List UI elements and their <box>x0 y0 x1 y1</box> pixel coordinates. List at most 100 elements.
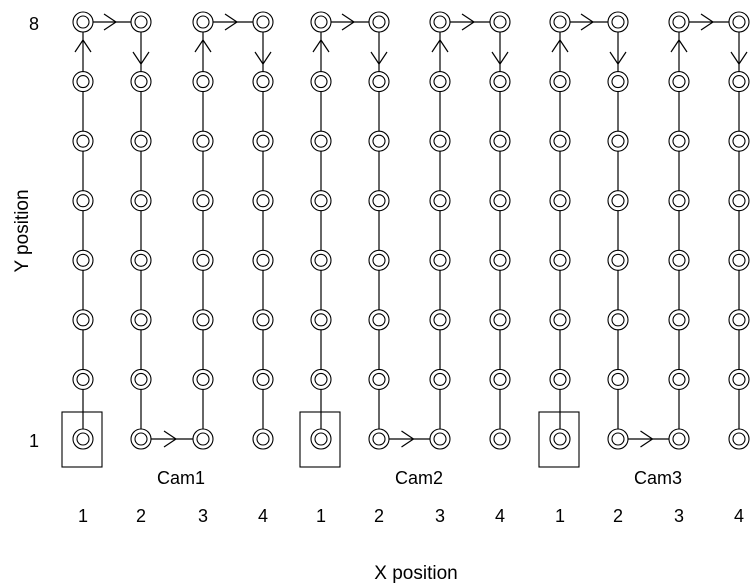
camera-label-3: Cam3 <box>634 468 682 488</box>
node-outer-c3-x4-y5 <box>728 190 750 212</box>
node-inner-c1-x4-y7 <box>256 75 270 89</box>
node-outer-c1-x4-y2 <box>252 368 274 390</box>
node-inner-c3-x4-y2 <box>732 372 746 386</box>
node-inner-c2-x1-y6 <box>314 134 328 148</box>
node-outer-c1-x2-y8 <box>130 11 152 33</box>
node-outer-c3-x4-y7 <box>728 71 750 93</box>
node-inner-c3-x2-y5 <box>611 194 625 208</box>
arrow-head-cam2-seg4 <box>401 430 415 448</box>
scan-paths <box>82 21 740 440</box>
node-inner-c1-x4-y8 <box>256 15 270 29</box>
node-inner-c3-x3-y3 <box>672 313 686 327</box>
node-outer-c2-x3-y7 <box>429 71 451 93</box>
camera-label-2: Cam2 <box>395 468 443 488</box>
node-outer-c3-x2-y7 <box>607 71 629 93</box>
arrow-head-cam1-seg2 <box>103 13 118 31</box>
node-inner-c3-x2-y7 <box>611 75 625 89</box>
node-inner-c3-x3-y7 <box>672 75 686 89</box>
node-inner-c3-x1-y5 <box>553 194 567 208</box>
camera-label-1: Cam1 <box>157 468 205 488</box>
node-outer-c3-x3-y3 <box>668 309 690 331</box>
node-outer-c2-x1-y3 <box>310 309 332 331</box>
x-tick-cam1-2: 2 <box>136 506 146 526</box>
node-outer-c2-x2-y3 <box>368 309 390 331</box>
node-inner-c2-x2-y2 <box>372 372 386 386</box>
arrow-head-cam3-seg1 <box>551 38 569 53</box>
y-tick-top: 8 <box>29 14 39 34</box>
node-outer-c2-x1-y7 <box>310 71 332 93</box>
node-outer-c3-x1-y1 <box>549 428 571 450</box>
node-inner-c2-x1-y2 <box>314 372 328 386</box>
node-inner-c1-x3-y7 <box>196 75 210 89</box>
node-inner-c2-x1-y5 <box>314 194 328 208</box>
node-outer-c1-x3-y6 <box>192 130 214 152</box>
node-inner-c1-x1-y4 <box>76 253 90 267</box>
node-inner-c3-x3-y5 <box>672 194 686 208</box>
node-inner-c1-x2-y5 <box>134 194 148 208</box>
node-inner-c3-x1-y8 <box>553 15 567 29</box>
node-outer-c3-x1-y8 <box>549 11 571 33</box>
node-outer-c1-x4-y3 <box>252 309 274 331</box>
node-outer-c3-x3-y4 <box>668 249 690 271</box>
node-inner-c2-x3-y7 <box>433 75 447 89</box>
node-inner-c2-x3-y6 <box>433 134 447 148</box>
node-inner-c1-x4-y3 <box>256 313 270 327</box>
node-outer-c2-x4-y6 <box>489 130 511 152</box>
node-outer-c3-x1-y4 <box>549 249 571 271</box>
node-inner-c3-x2-y1 <box>611 432 625 446</box>
node-outer-c1-x3-y7 <box>192 71 214 93</box>
node-inner-c1-x3-y8 <box>196 15 210 29</box>
node-inner-c1-x3-y5 <box>196 194 210 208</box>
node-outer-c2-x1-y2 <box>310 368 332 390</box>
node-outer-c3-x2-y3 <box>607 309 629 331</box>
node-inner-c2-x1-y1 <box>314 432 328 446</box>
node-inner-c3-x2-y3 <box>611 313 625 327</box>
node-inner-c1-x3-y1 <box>196 432 210 446</box>
y-tick-bottom: 1 <box>29 431 39 451</box>
node-inner-c1-x3-y3 <box>196 313 210 327</box>
node-outer-c1-x4-y5 <box>252 190 274 212</box>
node-outer-c3-x4-y3 <box>728 309 750 331</box>
arrow-head-cam1-seg4 <box>163 430 178 448</box>
x-tick-cam3-2: 2 <box>613 506 623 526</box>
node-outer-c1-x4-y8 <box>252 11 274 33</box>
node-outer-c2-x2-y2 <box>368 368 390 390</box>
arrow-head-cam2-seg2 <box>341 13 356 31</box>
node-inner-c2-x2-y4 <box>372 253 386 267</box>
node-outer-c2-x3-y1 <box>429 428 451 450</box>
node-outer-c1-x2-y4 <box>130 249 152 271</box>
x-tick-labels: 1 2 3 4 1 2 3 4 1 2 3 4 <box>78 506 744 526</box>
node-outer-c1-x3-y3 <box>192 309 214 331</box>
node-inner-c2-x1-y7 <box>314 75 328 89</box>
node-outer-c1-x3-y4 <box>192 249 214 271</box>
x-axis-title: X position <box>374 563 457 584</box>
node-outer-c2-x4-y4 <box>489 249 511 271</box>
node-outer-c2-x4-y2 <box>489 368 511 390</box>
node-outer-c2-x3-y5 <box>429 190 451 212</box>
node-inner-c2-x2-y5 <box>372 194 386 208</box>
node-outer-c2-x3-y3 <box>429 309 451 331</box>
x-tick-cam1-4: 4 <box>258 506 268 526</box>
node-inner-c1-x4-y2 <box>256 372 270 386</box>
node-inner-c2-x2-y1 <box>372 432 386 446</box>
node-inner-c3-x2-y2 <box>611 372 625 386</box>
node-outer-c3-x4-y1 <box>728 428 750 450</box>
x-tick-cam1-3: 3 <box>198 506 208 526</box>
x-tick-cam3-1: 1 <box>555 506 565 526</box>
node-outer-c3-x3-y7 <box>668 71 690 93</box>
node-outer-c2-x1-y8 <box>310 11 332 33</box>
node-outer-c1-x1-y3 <box>72 309 94 331</box>
x-tick-cam2-1: 1 <box>316 506 326 526</box>
node-inner-c1-x1-y1 <box>76 432 90 446</box>
arrow-head-cam3-seg6 <box>700 13 715 31</box>
start-box-cam1 <box>61 411 103 468</box>
node-inner-c1-x4-y1 <box>256 432 270 446</box>
node-inner-c3-x4-y1 <box>732 432 746 446</box>
node-outer-c3-x1-y6 <box>549 130 571 152</box>
node-inner-c2-x4-y8 <box>493 15 507 29</box>
x-tick-cam2-4: 4 <box>495 506 505 526</box>
node-outer-c3-x3-y5 <box>668 190 690 212</box>
node-inner-c2-x2-y8 <box>372 15 386 29</box>
node-inner-c2-x3-y3 <box>433 313 447 327</box>
node-outer-c1-x2-y6 <box>130 130 152 152</box>
